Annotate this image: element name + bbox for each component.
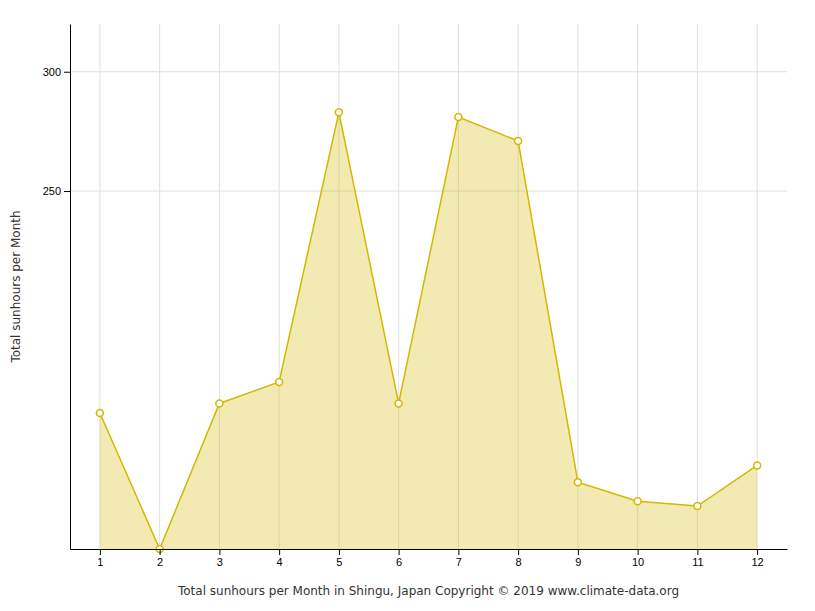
x-tick-label: 6 (396, 556, 402, 568)
x-axis: 123456789101112 (71, 549, 788, 568)
x-tick: 1 (97, 549, 103, 568)
x-tick: 5 (336, 549, 342, 568)
marker (276, 378, 283, 385)
x-axis-title: Total sunhours per Month in Shingu, Japa… (177, 584, 679, 598)
x-tick-label: 5 (336, 556, 342, 568)
grid (70, 24, 787, 549)
x-tick-label: 8 (516, 556, 522, 568)
marker (694, 503, 701, 510)
marker (216, 400, 223, 407)
x-tick-mark (757, 549, 758, 555)
x-tick: 4 (277, 549, 283, 568)
chart: 123456789101112250300Total sunhours per … (0, 0, 815, 611)
marks (96, 109, 760, 553)
y-axis-title: Total sunhours per Month (9, 210, 23, 363)
y-tick-mark (64, 72, 70, 73)
x-tick-label: 4 (277, 556, 283, 568)
x-tick: 7 (456, 549, 462, 568)
x-tick-mark (399, 549, 400, 555)
marker (754, 462, 761, 469)
x-tick: 6 (396, 549, 402, 568)
x-tick-mark (160, 549, 161, 555)
x-tick-label: 7 (456, 556, 462, 568)
marker (335, 109, 342, 116)
y-tick: 300 (43, 66, 70, 78)
marker (515, 137, 522, 144)
x-tick-label: 1 (97, 556, 103, 568)
x-tick-label: 9 (575, 556, 581, 568)
y-tick-mark (64, 191, 70, 192)
x-tick-mark (638, 549, 639, 555)
x-tick-mark (697, 549, 698, 555)
marker (634, 498, 641, 505)
y-axis: 250 300 (43, 25, 71, 550)
marker (96, 409, 103, 416)
y-tick-label: 250 (43, 185, 61, 197)
marker (574, 479, 581, 486)
marker (455, 114, 462, 121)
x-tick-label: 2 (157, 556, 163, 568)
x-grid-line (637, 24, 638, 549)
plot: 123456789101112250300 (43, 24, 788, 568)
x-tick-mark (578, 549, 579, 555)
y-tick: 250 (43, 185, 70, 197)
x-grid-line (577, 24, 578, 549)
y-grid-line (70, 191, 787, 192)
x-grid-line (697, 24, 698, 549)
marker (395, 400, 402, 407)
x-tick-label: 10 (632, 556, 644, 568)
area (100, 112, 757, 549)
x-tick: 2 (157, 549, 163, 568)
x-tick: 11 (692, 549, 703, 568)
x-tick: 3 (217, 549, 223, 568)
x-tick-mark (458, 549, 459, 555)
line (100, 112, 757, 549)
y-tick-label: 300 (43, 66, 61, 78)
x-tick-label: 12 (752, 556, 764, 568)
x-grid-line (159, 24, 160, 549)
x-tick-mark (279, 549, 280, 555)
y-grid-line (70, 71, 787, 72)
x-tick-mark (339, 549, 340, 555)
x-tick: 9 (575, 549, 581, 568)
x-tick-mark (518, 549, 519, 555)
x-tick-label: 3 (217, 556, 223, 568)
x-tick: 8 (516, 549, 522, 568)
y-axis-line (70, 25, 71, 550)
x-axis-line (71, 549, 788, 550)
x-tick-mark (100, 549, 101, 555)
x-tick-mark (219, 549, 220, 555)
x-tick: 12 (752, 549, 764, 568)
x-tick: 10 (632, 549, 644, 568)
x-tick-label: 11 (692, 556, 703, 568)
